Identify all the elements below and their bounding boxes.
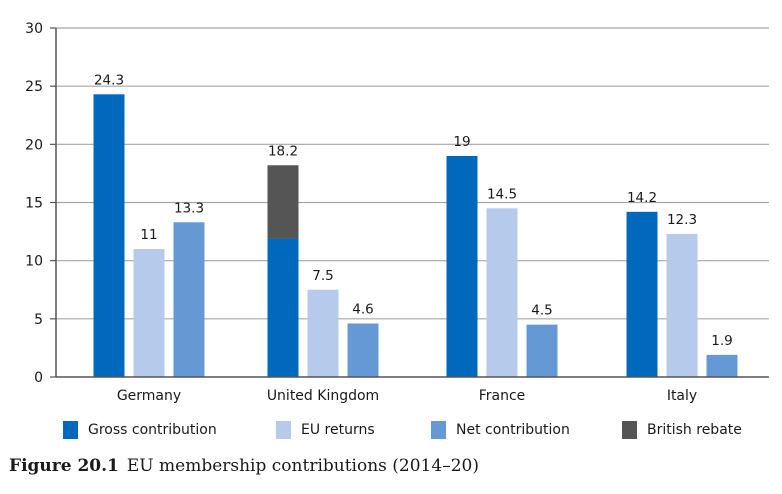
data-label: 11 xyxy=(140,227,157,243)
legend-label: Gross contribution xyxy=(88,422,217,438)
y-tick-label: 10 xyxy=(25,254,43,270)
bar-chart: 0 5 10 15 20 25 30 24.3 11 13.3 18.2 7.5 4.6 19 14.5 4… xyxy=(25,21,769,404)
data-label: 24.3 xyxy=(94,72,124,88)
bar-gross-contribution xyxy=(626,211,658,377)
bar-gross-contribution xyxy=(267,238,299,377)
y-tick-label: 5 xyxy=(34,312,43,328)
x-category-label: United Kingdom xyxy=(267,388,379,404)
data-label: 12.3 xyxy=(667,212,697,228)
x-category-label: Germany xyxy=(117,388,181,404)
y-tick-label: 0 xyxy=(34,370,43,386)
legend-swatch-gross xyxy=(63,421,78,439)
legend-swatch-net xyxy=(431,421,446,439)
y-tick-label: 15 xyxy=(25,196,43,212)
bar-british-rebate xyxy=(267,165,299,239)
legend-item-gross-contribution: Gross contribution xyxy=(63,421,217,439)
data-labels: 24.3 11 13.3 18.2 7.5 4.6 19 14.5 4.5 14.2 12.3 1.9 xyxy=(94,72,733,349)
legend-label: EU returns xyxy=(301,422,375,438)
bars xyxy=(93,94,738,377)
bar-eu-returns xyxy=(133,249,165,377)
data-label: 7.5 xyxy=(312,268,333,284)
legend-item-net-contribution: Net contribution xyxy=(431,421,570,439)
data-label: 14.2 xyxy=(627,190,657,206)
data-label: 14.5 xyxy=(487,186,517,202)
data-label: 13.3 xyxy=(174,200,204,216)
data-label: 18.2 xyxy=(268,143,298,159)
figure-caption: Figure 20.1 EU membership contributions (… xyxy=(9,456,479,476)
y-axis: 0 5 10 15 20 25 30 xyxy=(25,21,57,386)
legend: Gross contribution EU returns Net contri… xyxy=(0,421,782,445)
x-axis: Germany United Kingdom France Italy xyxy=(56,376,769,404)
data-label: 1.9 xyxy=(711,333,732,349)
x-category-label: France xyxy=(479,388,526,404)
bar-net-contribution xyxy=(706,354,738,377)
legend-label: British rebate xyxy=(647,422,742,438)
bar-net-contribution xyxy=(347,323,379,377)
bar-net-contribution xyxy=(526,324,558,377)
y-tick-label: 25 xyxy=(25,79,43,95)
figure-title: EU membership contributions (2014–20) xyxy=(126,456,479,476)
x-category-label: Italy xyxy=(667,388,697,404)
y-tick-label: 30 xyxy=(25,21,43,37)
legend-swatch-eu-returns xyxy=(276,421,291,439)
bar-eu-returns xyxy=(486,208,518,377)
legend-swatch-rebate xyxy=(622,421,637,439)
bar-gross-contribution xyxy=(93,94,125,377)
y-tick-label: 20 xyxy=(25,137,43,153)
data-label: 4.5 xyxy=(531,303,552,319)
bar-eu-returns xyxy=(666,233,698,377)
data-label: 4.6 xyxy=(352,301,373,317)
bar-gross-contribution xyxy=(446,155,478,377)
legend-label: Net contribution xyxy=(456,422,570,438)
bar-net-contribution xyxy=(173,222,205,377)
bar-eu-returns xyxy=(307,289,339,377)
data-label: 19 xyxy=(453,134,470,150)
legend-item-eu-returns: EU returns xyxy=(276,421,375,439)
figure-number: Figure 20.1 xyxy=(9,456,119,476)
legend-item-british-rebate: British rebate xyxy=(622,421,742,439)
